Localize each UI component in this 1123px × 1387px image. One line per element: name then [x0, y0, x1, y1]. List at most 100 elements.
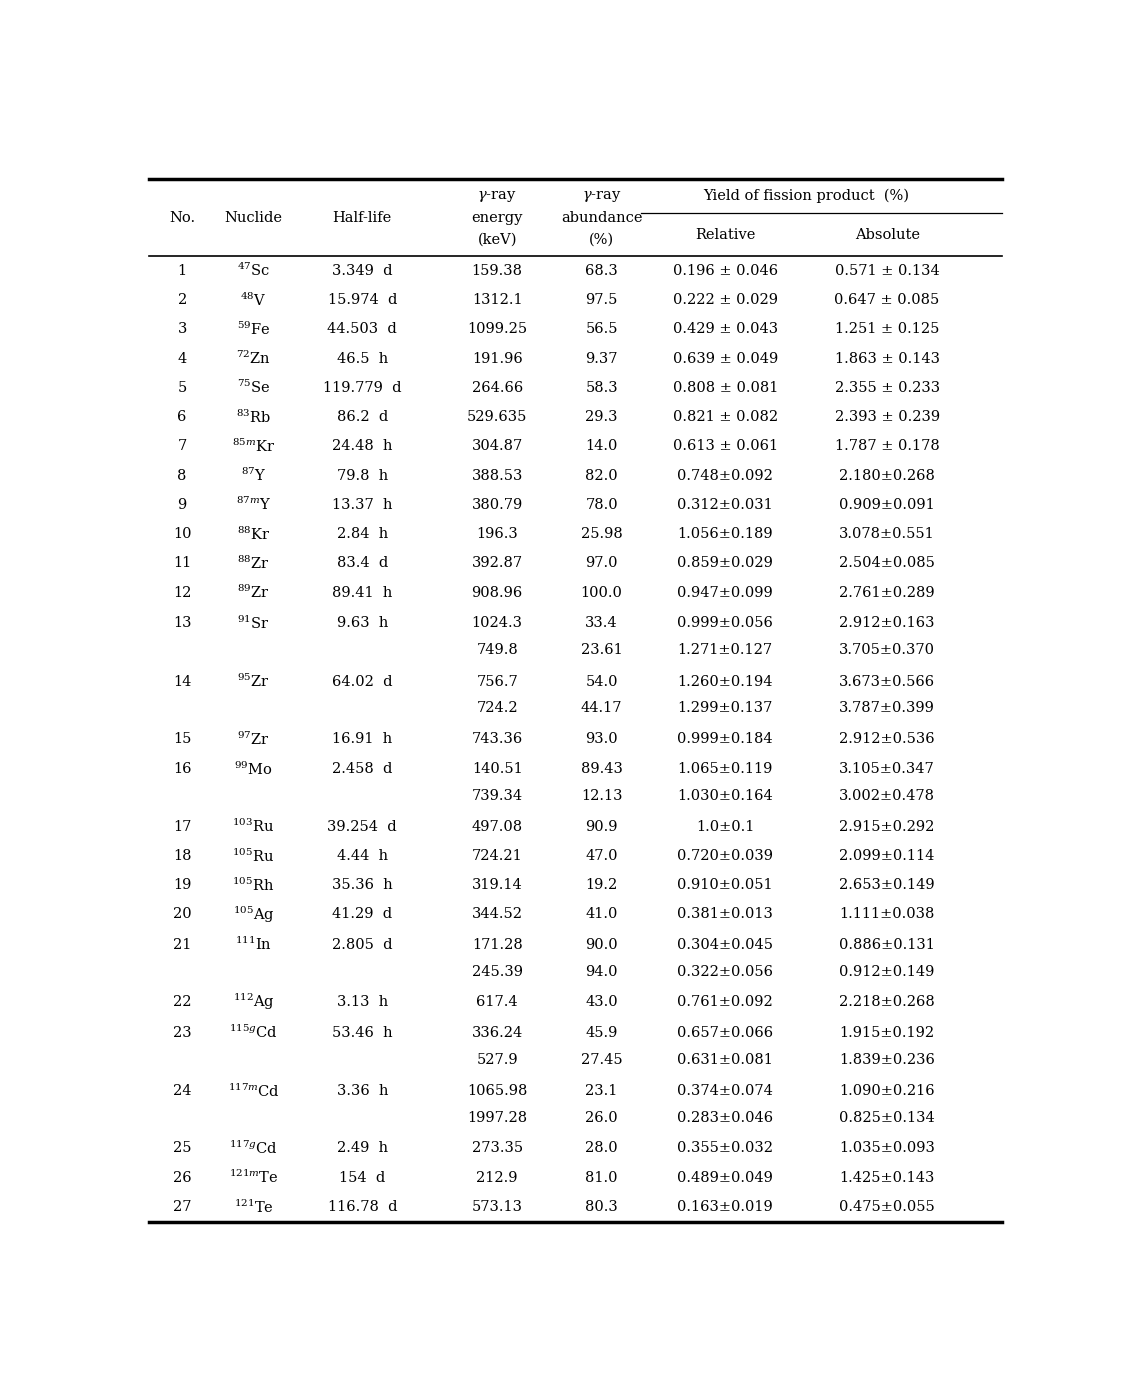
- Text: $^{105}$Ag: $^{105}$Ag: [232, 904, 274, 925]
- Text: 2.355 ± 0.233: 2.355 ± 0.233: [834, 381, 940, 395]
- Text: 43.0: 43.0: [585, 996, 618, 1010]
- Text: 2: 2: [177, 293, 186, 307]
- Text: 1312.1: 1312.1: [472, 293, 522, 307]
- Text: 4.44  h: 4.44 h: [337, 849, 387, 863]
- Text: 1.863 ± 0.143: 1.863 ± 0.143: [834, 351, 940, 366]
- Text: 9.63  h: 9.63 h: [337, 616, 387, 630]
- Text: 2.180±0.268: 2.180±0.268: [839, 469, 935, 483]
- Text: 3.673±0.566: 3.673±0.566: [839, 674, 935, 688]
- Text: 12.13: 12.13: [581, 789, 622, 803]
- Text: 392.87: 392.87: [472, 556, 523, 570]
- Text: 46.5  h: 46.5 h: [337, 351, 387, 366]
- Text: $^{117m}$Cd: $^{117m}$Cd: [228, 1082, 280, 1100]
- Text: 0.748±0.092: 0.748±0.092: [677, 469, 773, 483]
- Text: 33.4: 33.4: [585, 616, 618, 630]
- Text: 756.7: 756.7: [476, 674, 518, 688]
- Text: 10: 10: [173, 527, 191, 541]
- Text: 2.84  h: 2.84 h: [337, 527, 387, 541]
- Text: 749.8: 749.8: [476, 644, 518, 657]
- Text: 44.503  d: 44.503 d: [328, 322, 398, 336]
- Text: 41.29  d: 41.29 d: [332, 907, 392, 921]
- Text: 908.96: 908.96: [472, 585, 523, 599]
- Text: 26.0: 26.0: [585, 1111, 618, 1125]
- Text: 0.999±0.056: 0.999±0.056: [677, 616, 773, 630]
- Text: 24.48  h: 24.48 h: [332, 440, 393, 454]
- Text: 304.87: 304.87: [472, 440, 523, 454]
- Text: 100.0: 100.0: [581, 585, 622, 599]
- Text: 319.14: 319.14: [472, 878, 522, 892]
- Text: 53.46  h: 53.46 h: [332, 1025, 393, 1040]
- Text: 0.947±0.099: 0.947±0.099: [677, 585, 773, 599]
- Text: $^{85m}$Kr: $^{85m}$Kr: [232, 438, 275, 455]
- Text: 1065.98: 1065.98: [467, 1085, 528, 1099]
- Text: 3.002±0.478: 3.002±0.478: [839, 789, 935, 803]
- Text: 1.090±0.216: 1.090±0.216: [839, 1085, 935, 1099]
- Text: 2.218±0.268: 2.218±0.268: [839, 996, 935, 1010]
- Text: 78.0: 78.0: [585, 498, 618, 512]
- Text: $^{95}$Zr: $^{95}$Zr: [237, 673, 270, 691]
- Text: 12: 12: [173, 585, 191, 599]
- Text: Half-life: Half-life: [332, 211, 392, 225]
- Text: 1.915±0.192: 1.915±0.192: [840, 1025, 934, 1040]
- Text: 13.37  h: 13.37 h: [332, 498, 393, 512]
- Text: 82.0: 82.0: [585, 469, 618, 483]
- Text: 4: 4: [177, 351, 186, 366]
- Text: 0.475±0.055: 0.475±0.055: [839, 1200, 935, 1214]
- Text: 27: 27: [173, 1200, 191, 1214]
- Text: 90.9: 90.9: [585, 820, 618, 834]
- Text: $^{121}$Te: $^{121}$Te: [234, 1198, 273, 1215]
- Text: 1997.28: 1997.28: [467, 1111, 528, 1125]
- Text: 0.647 ± 0.085: 0.647 ± 0.085: [834, 293, 940, 307]
- Text: 89.43: 89.43: [581, 763, 622, 777]
- Text: 1.065±0.119: 1.065±0.119: [677, 763, 773, 777]
- Text: 0.909±0.091: 0.909±0.091: [839, 498, 935, 512]
- Text: 1.787 ± 0.178: 1.787 ± 0.178: [834, 440, 940, 454]
- Text: 1.251 ± 0.125: 1.251 ± 0.125: [834, 322, 939, 336]
- Text: 81.0: 81.0: [585, 1171, 618, 1184]
- Text: 39.254  d: 39.254 d: [328, 820, 398, 834]
- Text: $^{48}$V: $^{48}$V: [240, 291, 266, 309]
- Text: $^{103}$Ru: $^{103}$Ru: [232, 818, 274, 835]
- Text: 25: 25: [173, 1142, 191, 1155]
- Text: 116.78  d: 116.78 d: [328, 1200, 398, 1214]
- Text: 119.779  d: 119.779 d: [323, 381, 402, 395]
- Text: $^{75}$Se: $^{75}$Se: [237, 379, 271, 397]
- Text: 18: 18: [173, 849, 191, 863]
- Text: 27.45: 27.45: [581, 1053, 622, 1067]
- Text: 1.260±0.194: 1.260±0.194: [677, 674, 773, 688]
- Text: 0.196 ± 0.046: 0.196 ± 0.046: [673, 264, 778, 277]
- Text: 29.3: 29.3: [585, 411, 618, 424]
- Text: 11: 11: [173, 556, 191, 570]
- Text: 0.859±0.029: 0.859±0.029: [677, 556, 773, 570]
- Text: Relative: Relative: [695, 227, 756, 241]
- Text: 0.912±0.149: 0.912±0.149: [839, 965, 934, 979]
- Text: 0.886±0.131: 0.886±0.131: [839, 938, 935, 951]
- Text: 0.657±0.066: 0.657±0.066: [677, 1025, 774, 1040]
- Text: 2.912±0.163: 2.912±0.163: [839, 616, 934, 630]
- Text: 2.805  d: 2.805 d: [332, 938, 393, 951]
- Text: $^{91}$Sr: $^{91}$Sr: [237, 614, 270, 631]
- Text: 2.912±0.536: 2.912±0.536: [839, 732, 935, 746]
- Text: 0.355±0.032: 0.355±0.032: [677, 1142, 774, 1155]
- Text: 3: 3: [177, 322, 186, 336]
- Text: 58.3: 58.3: [585, 381, 618, 395]
- Text: 79.8  h: 79.8 h: [337, 469, 387, 483]
- Text: 15.974  d: 15.974 d: [328, 293, 398, 307]
- Text: 19.2: 19.2: [585, 878, 618, 892]
- Text: 264.66: 264.66: [472, 381, 523, 395]
- Text: Nuclide: Nuclide: [225, 211, 283, 225]
- Text: 1.271±0.127: 1.271±0.127: [677, 644, 773, 657]
- Text: $^{121m}$Te: $^{121m}$Te: [229, 1169, 279, 1186]
- Text: 2.458  d: 2.458 d: [332, 763, 393, 777]
- Text: 273.35: 273.35: [472, 1142, 523, 1155]
- Text: 344.52: 344.52: [472, 907, 522, 921]
- Text: 17: 17: [173, 820, 191, 834]
- Text: 0.631±0.081: 0.631±0.081: [677, 1053, 773, 1067]
- Text: 83.4  d: 83.4 d: [337, 556, 387, 570]
- Text: 3.787±0.399: 3.787±0.399: [839, 702, 935, 716]
- Text: 25.98: 25.98: [581, 527, 622, 541]
- Text: 573.13: 573.13: [472, 1200, 522, 1214]
- Text: 15: 15: [173, 732, 191, 746]
- Text: 0.639 ± 0.049: 0.639 ± 0.049: [673, 351, 778, 366]
- Text: $^{87m}$Y: $^{87m}$Y: [236, 497, 271, 513]
